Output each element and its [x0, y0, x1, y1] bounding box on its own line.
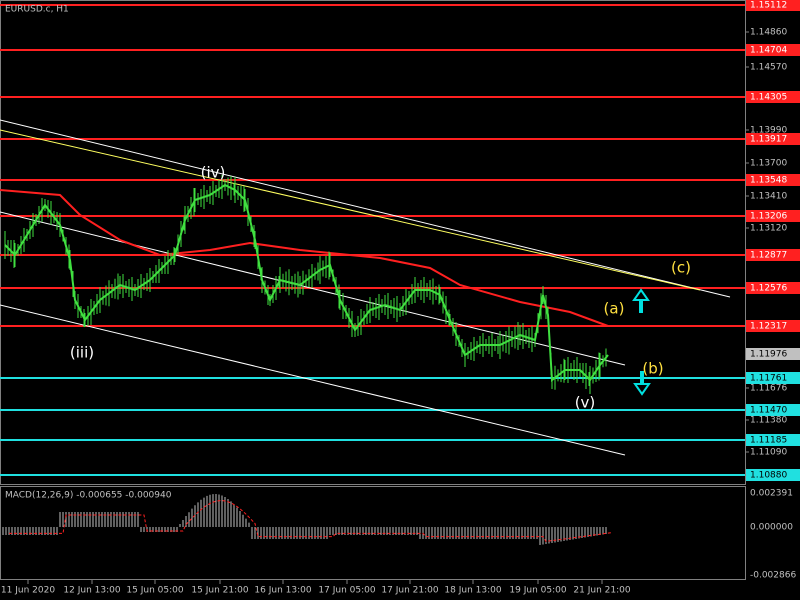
- down-arrow: [633, 371, 651, 396]
- macd-axis-label: -0.002866: [750, 571, 796, 581]
- level-tag: [746, 91, 800, 103]
- channel-line: [0, 129, 701, 291]
- level-tag: [746, 44, 800, 56]
- level-label: 1.11185: [750, 436, 787, 446]
- wave-label: (c): [671, 259, 691, 277]
- price-axis-label: 1.14860: [750, 28, 787, 38]
- macd-label: MACD(12,26,9) -0.000655 -0.000940: [5, 491, 172, 501]
- wave-label: (a): [604, 300, 625, 318]
- wave-label: (v): [575, 394, 596, 412]
- macd-signal: [9, 500, 613, 542]
- price-axis-label: 1.13700: [750, 159, 787, 169]
- price-axis-label: 1.13990: [750, 126, 787, 136]
- level-tag: [746, 0, 800, 11]
- up-arrow: [632, 288, 650, 313]
- price-axis-label: 1.11090: [750, 448, 787, 458]
- level-label: 1.11761: [750, 374, 787, 384]
- level-tag: [746, 249, 800, 261]
- macd-axis-label: 0.002391: [750, 489, 793, 499]
- time-label: 16 Jun 13:00: [254, 586, 311, 596]
- level-tag: [746, 320, 800, 332]
- level-tag: [746, 372, 800, 384]
- level-tag: [746, 282, 800, 294]
- level-label: 1.12317: [750, 322, 787, 332]
- time-label: 17 Jun 21:00: [381, 586, 438, 596]
- level-label: 1.14704: [750, 46, 787, 56]
- level-label: 1.10880: [750, 471, 787, 481]
- time-label: 11 Jun 2020: [1, 586, 55, 596]
- level-label: 1.12576: [750, 284, 787, 294]
- time-label: 15 Jun 21:00: [191, 586, 248, 596]
- time-label: 12 Jun 13:00: [63, 586, 120, 596]
- level-tag: [746, 174, 800, 186]
- wave-label: (b): [642, 360, 663, 378]
- wave-label: (iv): [201, 164, 226, 182]
- level-label: 1.11470: [750, 406, 787, 416]
- time-label: 17 Jun 05:00: [318, 586, 375, 596]
- time-label: 19 Jun 05:00: [509, 586, 566, 596]
- time-label: 15 Jun 05:00: [126, 586, 183, 596]
- current-price: 1.11976: [750, 350, 787, 360]
- level-tag: [746, 404, 800, 416]
- level-tag: [746, 434, 800, 446]
- level-label: 1.15112: [750, 1, 787, 11]
- level-label: 1.13917: [750, 135, 787, 145]
- time-label: 18 Jun 13:00: [444, 586, 501, 596]
- price-axis-label: 1.13410: [750, 192, 787, 202]
- window-title: EURUSD.c, H1: [5, 5, 69, 15]
- level-label: 1.13206: [750, 212, 787, 222]
- moving-average: [0, 189, 609, 327]
- level-tag: [746, 469, 800, 481]
- price-axis-label: 1.11676: [750, 384, 787, 394]
- channel-line: [0, 304, 626, 456]
- price-axis-label: 1.11380: [750, 416, 787, 426]
- level-label: 1.13548: [750, 176, 787, 186]
- price-panel-frame: [0, 0, 746, 485]
- macd-panel-frame: [0, 486, 746, 580]
- current-price-box: [746, 348, 800, 360]
- channel-line: [0, 211, 626, 366]
- price-axis-label: 1.13120: [750, 224, 787, 234]
- level-label: 1.14305: [750, 93, 787, 103]
- price-line: [4, 183, 609, 382]
- level-tag: [746, 210, 800, 222]
- level-tag: [746, 133, 800, 145]
- wave-label: (iii): [70, 344, 94, 362]
- price-axis-label: 1.14570: [750, 63, 787, 73]
- time-label: 21 Jun 21:00: [573, 586, 630, 596]
- macd-axis-label: 0.000000: [750, 523, 793, 533]
- level-label: 1.12877: [750, 251, 787, 261]
- channel-line: [0, 119, 731, 298]
